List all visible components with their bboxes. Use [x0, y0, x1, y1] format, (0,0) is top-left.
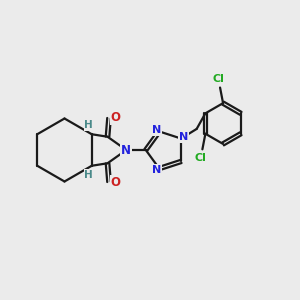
Text: N: N [121, 143, 131, 157]
Text: Cl: Cl [195, 153, 207, 163]
Text: H: H [84, 170, 93, 180]
Text: H: H [84, 120, 93, 130]
Text: N: N [152, 165, 161, 175]
Text: O: O [111, 111, 121, 124]
Text: Cl: Cl [213, 74, 224, 83]
Text: N: N [179, 132, 188, 142]
Text: O: O [111, 176, 121, 189]
Text: N: N [152, 125, 161, 135]
